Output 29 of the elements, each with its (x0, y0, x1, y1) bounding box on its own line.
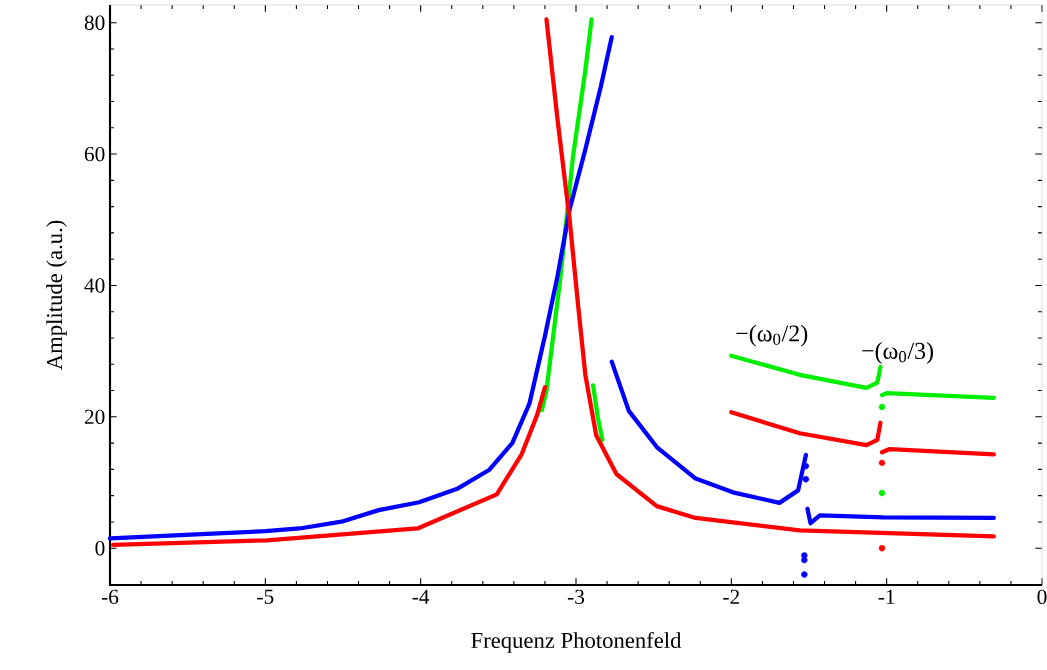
y-axis-title: Amplitude (a.u.) (46, 220, 67, 370)
line-series (107, 35, 614, 541)
annotation: −(ω$_{0}$/3) (862, 342, 934, 364)
line-series (110, 385, 548, 548)
point (878, 403, 886, 411)
point (801, 571, 808, 578)
y-tick-label: 40 (84, 278, 105, 293)
y-tick-label: 80 (84, 15, 105, 30)
x-tick-label: 0 (1037, 589, 1047, 605)
x-tick-label: -3 (567, 589, 585, 605)
point (802, 476, 810, 483)
point (878, 489, 886, 497)
point (801, 556, 808, 564)
point (878, 459, 886, 467)
line-series (544, 17, 996, 539)
x-tick-label: -5 (257, 589, 274, 604)
y-tick-label: 60 (84, 146, 105, 162)
point (878, 545, 886, 552)
x-tick-label: -2 (723, 589, 740, 604)
y-tick-label: 20 (84, 409, 105, 425)
x-tick-label: -6 (101, 589, 119, 605)
x-tick-label: -1 (878, 589, 895, 604)
y-tick-label: 0 (95, 541, 105, 556)
line-series (729, 410, 883, 448)
x-tick-label: -4 (412, 589, 430, 604)
line-series (609, 359, 809, 506)
line-series (805, 506, 996, 526)
x-axis-title: Frequenz Photonenfeld (471, 631, 682, 653)
annotation: −(ω$_{0}$/2) (736, 324, 808, 347)
